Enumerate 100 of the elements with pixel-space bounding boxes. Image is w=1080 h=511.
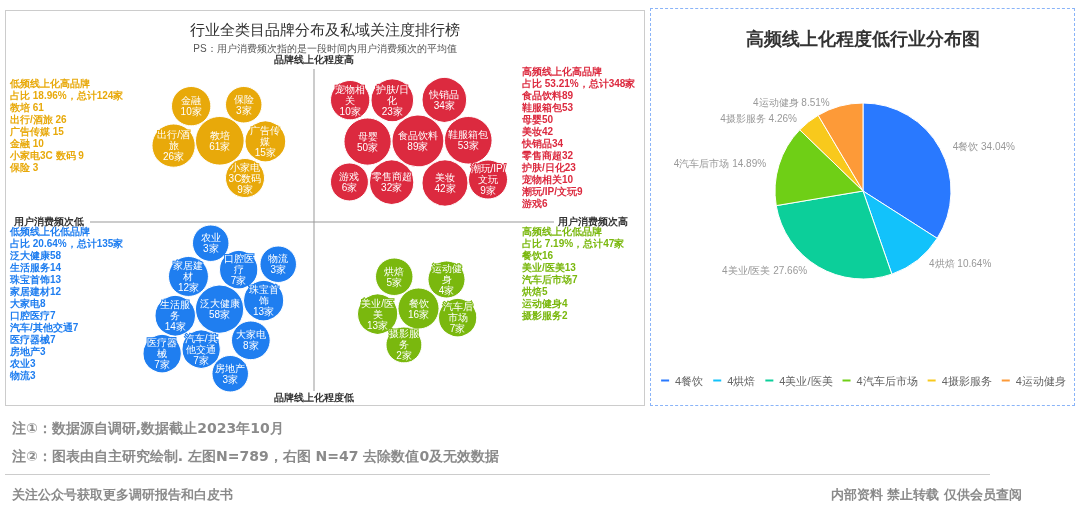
category-label: 珠宝首饰 [248, 284, 279, 307]
text: 房地产3 [9, 345, 46, 357]
data-label: 23家 [381, 105, 403, 117]
data-label: 15家 [254, 146, 276, 158]
text: 低频线上化高品牌 [9, 77, 90, 89]
text: 护肤/日化23 [521, 161, 577, 173]
text: 保险 3 [9, 161, 39, 173]
category-label: 零售商超 [371, 171, 412, 183]
data-label: 10家 [180, 106, 202, 118]
text: 摄影服务2 [521, 309, 568, 321]
data-label: 34家 [433, 99, 455, 111]
data-label: 3家 [235, 104, 252, 116]
text: 用户消费频次低 [13, 215, 84, 227]
text: 珠宝首饰13 [9, 273, 62, 285]
text: 泛大健康58 [9, 249, 62, 261]
category-label: 广告传媒 [250, 124, 281, 147]
data-label: 61家 [209, 140, 231, 152]
text: 小家电3C 数码 9 [9, 149, 85, 161]
category-label: 物流 [268, 253, 289, 265]
data-label: 58家 [209, 309, 231, 321]
category-label: 金融 [181, 95, 202, 107]
data-label: 3家 [222, 373, 239, 385]
data-label: 7家 [449, 323, 466, 335]
text: 口腔医疗7 [10, 309, 56, 321]
data-label: 4家 [438, 285, 455, 296]
text: 宠物相关10 [521, 173, 574, 185]
data-label: 8家 [243, 340, 259, 352]
category-label: 家居建材 [173, 259, 204, 282]
data-label: 4烘焙 10.64% [929, 257, 992, 269]
data-label: 10家 [339, 105, 361, 117]
category-label: 鞋服箱包 [448, 129, 489, 141]
text: 美妆42 [521, 125, 554, 137]
text: 游戏6 [521, 197, 548, 209]
data-label: 4摄影服务 4.26% [720, 113, 798, 125]
text: 母婴50 [521, 113, 554, 125]
text: 关注公众号获取更多调研报告和白皮书 [12, 486, 233, 504]
category-label: 口腔医疗 [223, 253, 254, 276]
data-label: 32家 [381, 182, 403, 194]
text: 美业/医美13 [521, 261, 577, 273]
category-label: 小家电3C数码 [228, 161, 262, 184]
data-label: 7家 [230, 275, 247, 287]
category-label: 大家电 [235, 329, 266, 341]
data-label: 53家 [457, 140, 479, 152]
text: 生活服务14 [9, 261, 62, 273]
category-label: 教培 [209, 129, 230, 141]
text: 占比 7.19%，总计47家 [522, 237, 625, 249]
data-label: 9家 [480, 185, 496, 196]
category-label: 农业 [200, 232, 221, 244]
category-label: 护肤/日化 [374, 83, 409, 106]
data-label: 26家 [163, 151, 185, 163]
text: 注①：数据源自调研,数据截止2023年10月 [12, 420, 284, 438]
text: 用户消费频次高 [557, 215, 628, 227]
text: 行业全类目品牌分布及私域关注度排行榜 [190, 21, 460, 38]
chart-title: 高频线上化程度低行业分布图 [745, 29, 980, 49]
category-label: 汽车/其他交通 [184, 332, 218, 355]
text: 医疗器械7 [10, 333, 56, 345]
category-label: 医疗器械 [147, 337, 178, 360]
category-label: 出行/酒旅 [157, 129, 190, 152]
data-label: 7家 [193, 354, 209, 366]
data-label: 9家 [237, 183, 253, 195]
data-label: 16家 [407, 308, 430, 320]
category-label: 摄影服务 [388, 328, 419, 351]
data-label: 14家 [164, 321, 186, 333]
text: 大家电8 [9, 297, 46, 309]
data-label: 3家 [202, 243, 219, 255]
category-label: 美业/医美 [361, 297, 394, 320]
text: 家居建材12 [9, 285, 62, 297]
text: 占比 53.21%，总计348家 [522, 77, 636, 89]
data-label: 89家 [407, 140, 429, 152]
text: 鞋服箱包53 [521, 101, 574, 113]
text: 品牌线上化程度高 [274, 53, 354, 65]
text: 运动健身4 [521, 297, 568, 309]
text: 教培 61 [9, 101, 45, 113]
category-label: 游戏 [339, 170, 360, 182]
data-label: 4运动健身 8.51% [752, 96, 830, 108]
data-label: 4美业/医美 27.66% [722, 264, 808, 276]
data-label: 42家 [434, 182, 456, 194]
text: 高频线上化高品牌 [522, 65, 602, 77]
category-label: 房地产 [215, 362, 246, 374]
text: 出行/酒旅 26 [10, 113, 68, 125]
data-label: 13家 [253, 306, 275, 318]
legend-label: 4烘焙 [727, 374, 756, 387]
category-label: 母婴 [357, 130, 378, 142]
text: 食品饮料89 [521, 89, 574, 101]
category-label: 烘焙 [384, 265, 405, 277]
text: 注②：图表由自主研究绘制. 左图N=789，右图 N=47 去除数值0及无效数据 [12, 448, 500, 466]
data-label: 7家 [154, 359, 170, 371]
text: 物流3 [9, 369, 36, 381]
text: 零售商超32 [521, 149, 574, 161]
data-label: 12家 [177, 281, 200, 293]
data-label: 4汽车后市场 14.89% [673, 158, 767, 170]
data-label: 6家 [341, 181, 358, 193]
category-label: 美妆 [434, 171, 455, 183]
text: 快销品34 [521, 137, 564, 149]
data-label: 3家 [270, 264, 287, 276]
legend-label: 4餐饮 [675, 374, 704, 387]
text: PS：用户消费频次指的是一段时间内用户消费频次的平均值 [193, 42, 457, 54]
data-label: 13家 [367, 319, 389, 331]
text: 汽车/其他交通7 [9, 321, 79, 333]
data-label: 4餐饮 34.04% [952, 141, 1016, 153]
